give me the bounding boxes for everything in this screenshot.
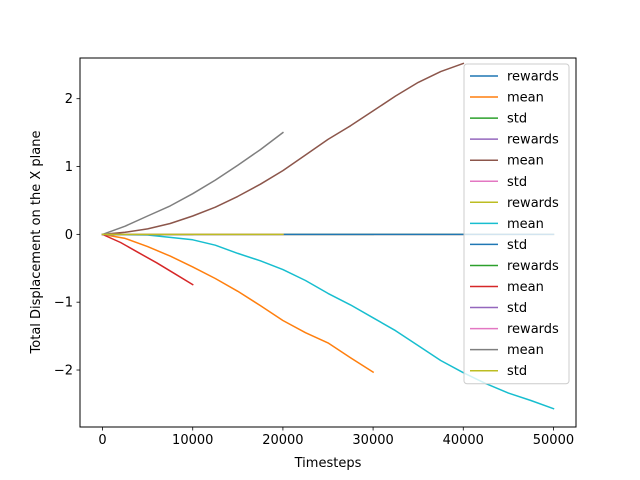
legend-box bbox=[463, 63, 570, 385]
x-tick-label: 40000 bbox=[443, 433, 484, 448]
legend-label: rewards bbox=[507, 133, 559, 148]
legend-label: mean bbox=[507, 343, 544, 358]
x-tick-label: 30000 bbox=[352, 433, 393, 448]
x-axis: 0 10000 20000 30000 40000 50000 bbox=[98, 427, 574, 448]
legend-label: std bbox=[507, 301, 527, 316]
legend-label: mean bbox=[507, 154, 544, 169]
y-axis: −2 −1 0 1 2 bbox=[54, 92, 80, 379]
axes-frame bbox=[79, 57, 577, 428]
legend-label: rewards bbox=[507, 259, 559, 274]
x-axis-label: Timesteps bbox=[294, 456, 362, 471]
x-tick-label: 0 bbox=[98, 433, 106, 448]
series-line-10-mean bbox=[101, 233, 194, 286]
legend-label: mean bbox=[507, 280, 544, 295]
x-tick-label: 10000 bbox=[172, 433, 213, 448]
series-line-13-mean bbox=[101, 131, 284, 236]
legend: rewards mean std rewards mean std rewards mean s… bbox=[463, 63, 570, 385]
plot-lines bbox=[101, 62, 555, 410]
y-tick-label: 1 bbox=[65, 160, 73, 175]
y-tick-label: −1 bbox=[54, 296, 73, 311]
y-tick-label: 2 bbox=[65, 92, 73, 107]
x-tick-label: 20000 bbox=[262, 433, 303, 448]
legend-label: mean bbox=[507, 91, 544, 106]
legend-label: mean bbox=[507, 217, 544, 232]
y-tick-label: 0 bbox=[65, 228, 73, 243]
legend-label: std bbox=[507, 364, 527, 379]
legend-label: std bbox=[507, 175, 527, 190]
series-line-1-mean bbox=[101, 233, 375, 374]
y-tick-label: −2 bbox=[54, 364, 73, 379]
series-line-4-mean bbox=[101, 62, 465, 236]
legend-label: rewards bbox=[507, 322, 559, 337]
legend-label: std bbox=[507, 112, 527, 127]
y-axis-label: Total Displacement on the X plane bbox=[29, 131, 44, 355]
legend-label: rewards bbox=[507, 70, 559, 85]
legend-label: std bbox=[507, 238, 527, 253]
x-tick-label: 50000 bbox=[533, 433, 574, 448]
legend-label: rewards bbox=[507, 196, 559, 211]
